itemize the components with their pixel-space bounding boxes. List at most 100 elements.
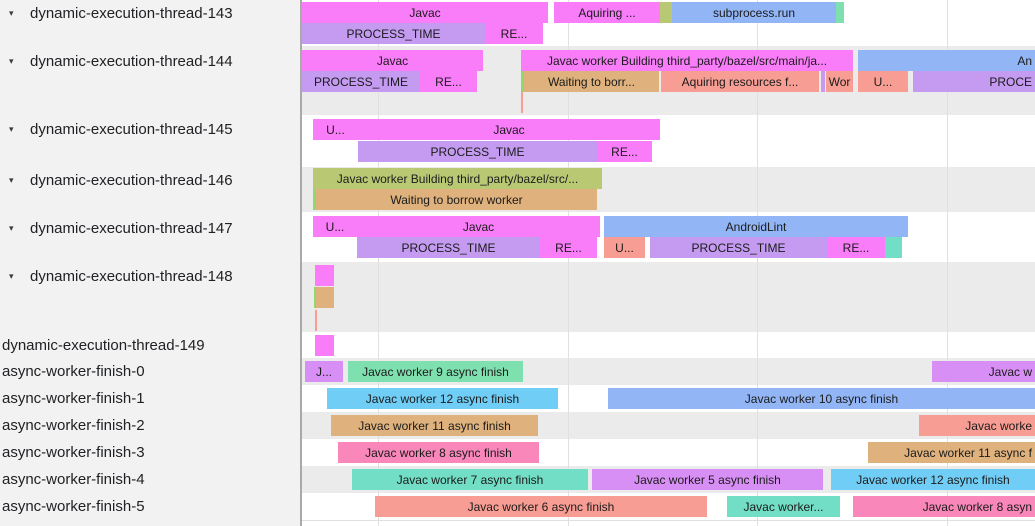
trace-slice[interactable]: Aquiring ... bbox=[554, 2, 660, 23]
trace-slice[interactable] bbox=[836, 2, 844, 23]
trace-slice[interactable] bbox=[313, 189, 316, 210]
trace-slice[interactable]: Javac worker 8 async finish bbox=[338, 442, 539, 463]
trace-slice[interactable]: RE... bbox=[597, 141, 652, 162]
collapse-triangle-icon[interactable]: ▾ bbox=[9, 55, 14, 66]
trace-slice[interactable]: PROCESS_TIME bbox=[358, 141, 597, 162]
trace-slice[interactable] bbox=[315, 310, 317, 331]
trace-slice[interactable]: Javac worker 10 async finish bbox=[608, 388, 1035, 409]
trace-slice[interactable] bbox=[521, 92, 523, 113]
trace-slice[interactable] bbox=[314, 287, 316, 308]
sidebar-track-row[interactable]: ▾ dynamic-execution-thread-143 bbox=[0, 3, 300, 23]
sidebar-track-row[interactable]: async-worker-finish-1 bbox=[0, 388, 302, 408]
trace-slice[interactable]: Javac bbox=[302, 2, 548, 23]
trace-slice[interactable]: PROCE bbox=[913, 71, 1035, 92]
trace-slice[interactable]: Javac w bbox=[932, 361, 1035, 382]
trace-slice[interactable] bbox=[316, 287, 334, 308]
trace-slice[interactable]: Javac worker 6 async finish bbox=[375, 496, 707, 517]
trace-slice[interactable]: Javac worke bbox=[919, 415, 1035, 436]
sidebar-track-row[interactable]: ▾ dynamic-execution-thread-148 bbox=[0, 266, 300, 286]
trace-slice[interactable]: Javac worker Building third_party/bazel/… bbox=[521, 50, 853, 71]
trace-slice-label: U... bbox=[325, 219, 345, 234]
trace-slice[interactable]: An bbox=[858, 50, 1035, 71]
trace-slice-label: Aquiring ... bbox=[578, 5, 636, 20]
collapse-triangle-icon[interactable]: ▾ bbox=[9, 270, 14, 281]
trace-slice[interactable]: PROCESS_TIME bbox=[302, 71, 420, 92]
trace-slice[interactable]: Javac worker 5 async finish bbox=[592, 469, 823, 490]
trace-slice-label: Wor bbox=[828, 74, 851, 89]
sidebar-track-row[interactable]: ▾ dynamic-execution-thread-146 bbox=[0, 170, 300, 190]
trace-slice[interactable]: Javac worker 8 asyn bbox=[853, 496, 1035, 517]
trace-slice[interactable] bbox=[315, 335, 334, 356]
track-name-label: dynamic-execution-thread-143 bbox=[30, 4, 233, 22]
collapse-triangle-icon[interactable]: ▾ bbox=[9, 222, 14, 233]
trace-slice[interactable]: Javac worker 12 async finish bbox=[327, 388, 558, 409]
trace-slice[interactable]: U... bbox=[313, 216, 357, 237]
collapse-triangle-icon[interactable]: ▾ bbox=[9, 123, 14, 134]
trace-slice[interactable]: Javac worker 11 async finish bbox=[331, 415, 538, 436]
sidebar-track-row[interactable]: dynamic-execution-thread-149 bbox=[0, 335, 302, 355]
trace-slice[interactable]: RE... bbox=[540, 237, 597, 258]
timeline-canvas[interactable]: Javac Aquiring ... subprocess.run PROCESS_T… bbox=[302, 0, 1035, 526]
trace-slice[interactable]: U... bbox=[858, 71, 908, 92]
trace-slice[interactable]: Javac worker 12 async finish bbox=[831, 469, 1035, 490]
trace-slice[interactable]: U... bbox=[604, 237, 645, 258]
trace-slice[interactable]: Wor bbox=[826, 71, 853, 92]
trace-slice[interactable]: PROCESS_TIME bbox=[650, 237, 827, 258]
trace-slice-label: Javac worker 12 async finish bbox=[365, 391, 520, 406]
trace-slice[interactable]: Javac worker 7 async finish bbox=[352, 469, 588, 490]
trace-slice[interactable]: J... bbox=[305, 361, 343, 382]
trace-slice-label: RE... bbox=[435, 74, 462, 89]
trace-slice[interactable]: Javac worker Building third_party/bazel/… bbox=[313, 168, 602, 189]
track-name-label: dynamic-execution-thread-146 bbox=[30, 171, 233, 189]
sidebar-track-row[interactable]: async-worker-finish-5 bbox=[0, 496, 302, 516]
trace-slice[interactable]: Javac worker 11 async f bbox=[868, 442, 1035, 463]
trace-slice-label: Javac worker Building third_party/bazel/… bbox=[546, 53, 828, 68]
track-name-label: dynamic-execution-thread-147 bbox=[30, 219, 233, 237]
track-name-label: dynamic-execution-thread-148 bbox=[30, 267, 233, 285]
trace-slice-label: Javac worker Building third_party/bazel/… bbox=[336, 171, 579, 186]
collapse-triangle-icon[interactable]: ▾ bbox=[9, 7, 14, 18]
sidebar-track-row[interactable]: async-worker-finish-0 bbox=[0, 361, 302, 381]
sidebar-track-row[interactable]: async-worker-finish-3 bbox=[0, 442, 302, 462]
sidebar-track-row[interactable]: async-worker-finish-4 bbox=[0, 469, 302, 489]
trace-slice-label: subprocess.run bbox=[712, 5, 796, 20]
trace-slice[interactable]: Waiting to borrow worker bbox=[316, 189, 597, 210]
trace-slice[interactable]: AndroidLint bbox=[604, 216, 908, 237]
trace-slice[interactable] bbox=[521, 71, 524, 92]
trace-slice[interactable] bbox=[660, 2, 672, 23]
trace-slice-label: RE... bbox=[611, 144, 638, 159]
sidebar-track-row[interactable]: ▾ dynamic-execution-thread-147 bbox=[0, 218, 300, 238]
trace-slice[interactable]: U... bbox=[313, 119, 358, 140]
trace-slice-label: AndroidLint bbox=[725, 219, 787, 234]
trace-slice[interactable] bbox=[315, 265, 334, 286]
sidebar-track-row[interactable]: async-worker-finish-2 bbox=[0, 415, 302, 435]
trace-slice-label: Javac bbox=[409, 5, 441, 20]
trace-slice-label: Javac worker 11 async f bbox=[904, 445, 1032, 460]
trace-slice[interactable] bbox=[821, 71, 825, 92]
trace-slice[interactable]: Javac bbox=[358, 119, 660, 140]
trace-slice-label: Javac worker 6 async finish bbox=[467, 499, 615, 514]
trace-slice[interactable]: PROCESS_TIME bbox=[357, 237, 540, 258]
trace-slice[interactable]: Aquiring resources f... bbox=[661, 71, 819, 92]
trace-slice[interactable]: Waiting to borr... bbox=[524, 71, 659, 92]
trace-slice[interactable]: subprocess.run bbox=[672, 2, 836, 23]
sidebar-track-row[interactable]: ▾ dynamic-execution-thread-144 bbox=[0, 51, 300, 71]
sidebar-track-row[interactable]: ▾ dynamic-execution-thread-145 bbox=[0, 119, 300, 139]
trace-slice[interactable]: RE... bbox=[485, 23, 543, 44]
trace-slice[interactable]: Javac worker 9 async finish bbox=[348, 361, 523, 382]
trace-slice-label: U... bbox=[873, 74, 893, 89]
trace-slice[interactable] bbox=[885, 237, 902, 258]
track-name-label: dynamic-execution-thread-145 bbox=[30, 120, 233, 138]
collapse-triangle-icon[interactable]: ▾ bbox=[9, 174, 14, 185]
trace-slice[interactable]: Javac bbox=[357, 216, 600, 237]
track-name-label: async-worker-finish-0 bbox=[2, 362, 145, 380]
trace-slice[interactable]: Javac bbox=[302, 50, 483, 71]
trace-slice-label: Javac worker 9 async finish bbox=[362, 364, 509, 379]
trace-slice[interactable]: RE... bbox=[827, 237, 885, 258]
trace-slice-label: An bbox=[1017, 53, 1032, 68]
trace-slice[interactable]: PROCESS_TIME bbox=[302, 23, 485, 44]
trace-slice[interactable]: Javac worker... bbox=[727, 496, 840, 517]
trace-slice[interactable]: RE... bbox=[420, 71, 477, 92]
trace-slice-label: PROCESS_TIME bbox=[691, 240, 786, 255]
